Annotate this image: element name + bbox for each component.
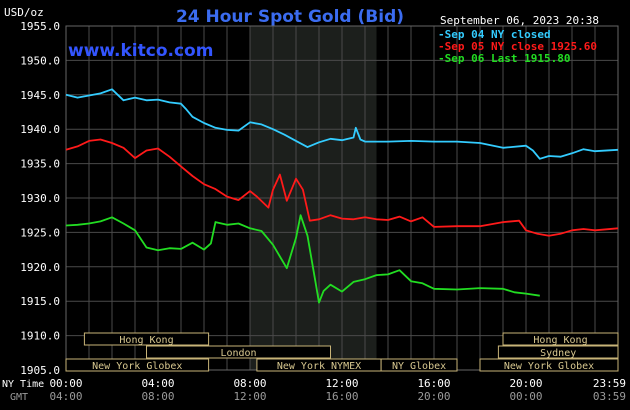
legend-label: Sep 05 NY close 1925.60 xyxy=(445,40,597,53)
y-tick-label: 1935.0 xyxy=(20,158,60,171)
grid-layer xyxy=(65,25,619,371)
y-tick-label: 1905.0 xyxy=(20,364,60,377)
x-tick-label-gmt: 20:00 xyxy=(417,390,450,403)
axis-layer: 1955.0 1950.0 1945.0 1940.0 1935.0 1930.0 1925… xyxy=(20,20,626,403)
market-session-label: New York NYMEX xyxy=(277,361,361,372)
x-tick-label-gmt: 08:00 xyxy=(141,390,174,403)
market-session-box xyxy=(479,358,619,372)
series-line-0 xyxy=(65,88,619,160)
market-session-label: NY Globex xyxy=(392,361,446,372)
legend-entry-sep06: -Sep 06 Last 1915.80 xyxy=(438,52,570,65)
x-tick-label-gmt: 00:00 xyxy=(509,390,542,403)
market-session-box xyxy=(65,358,210,372)
y-unit-label: USD/oz xyxy=(4,6,44,19)
x-tick-label-gmt: 12:00 xyxy=(233,390,266,403)
market-session-label: London xyxy=(220,348,256,359)
legend-dash-icon: - xyxy=(438,52,445,65)
legend: -Sep 04 NY closed -Sep 05 NY close 1925.… xyxy=(438,28,597,65)
legend-label: Sep 04 NY closed xyxy=(445,28,551,41)
series-line-1 xyxy=(65,138,619,237)
y-tick-label: 1930.0 xyxy=(20,192,60,205)
market-session-label: New York Globex xyxy=(504,361,594,372)
market-sessions-layer: Hong Kong London New York Globex New York N… xyxy=(65,332,619,372)
market-session-box xyxy=(83,332,210,346)
market-session-label: Hong Kong xyxy=(119,335,173,346)
legend-entry-sep05: -Sep 05 NY close 1925.60 xyxy=(438,40,597,53)
y-tick-label: 1910.0 xyxy=(20,330,60,343)
market-session-label: Sydney xyxy=(540,348,576,359)
legend-entry-sep04: -Sep 04 NY closed xyxy=(438,28,551,41)
market-session-label: Hong Kong xyxy=(533,335,587,346)
legend-dash-icon: - xyxy=(438,28,445,41)
legend-label: Sep 06 Last 1915.80 xyxy=(445,52,571,65)
y-tick-label: 1920.0 xyxy=(20,261,60,274)
timestamp: September 06, 2023 20:38 xyxy=(440,14,599,27)
y-tick-label: 1945.0 xyxy=(20,89,60,102)
market-session-box xyxy=(502,332,619,346)
x-tick-label-ny: 12:00 xyxy=(325,377,358,390)
x-tick-label-gmt: 03:59 xyxy=(593,390,626,403)
watermark: www.kitco.com xyxy=(68,41,213,61)
x-tick-label-ny: 16:00 xyxy=(417,377,450,390)
x-tick-label-ny: 23:59 xyxy=(593,377,626,390)
x-axis-label-ny: NY Time xyxy=(2,379,44,390)
market-session-box xyxy=(497,345,619,359)
x-tick-label-gmt: 16:00 xyxy=(325,390,358,403)
x-axis-label-gmt: GMT xyxy=(10,392,28,403)
market-session-box xyxy=(146,345,331,359)
x-tick-label-ny: 20:00 xyxy=(509,377,542,390)
x-tick-label-ny: 04:00 xyxy=(141,377,174,390)
market-session-label: New York Globex xyxy=(92,361,182,372)
x-tick-label-ny: 08:00 xyxy=(233,377,266,390)
chart-title: 24 Hour Spot Gold (Bid) xyxy=(176,7,404,27)
y-tick-label: 1940.0 xyxy=(20,123,60,136)
x-tick-label-ny: 00:00 xyxy=(49,377,82,390)
y-tick-label: 1950.0 xyxy=(20,54,60,67)
market-session-box xyxy=(380,358,458,372)
x-tick-label-gmt: 04:00 xyxy=(49,390,82,403)
y-tick-label: 1925.0 xyxy=(20,226,60,239)
legend-dash-icon: - xyxy=(438,40,445,53)
series-layer xyxy=(65,88,619,304)
y-tick-label: 1915.0 xyxy=(20,295,60,308)
series-line-2 xyxy=(65,214,540,304)
y-tick-label: 1955.0 xyxy=(20,20,60,33)
